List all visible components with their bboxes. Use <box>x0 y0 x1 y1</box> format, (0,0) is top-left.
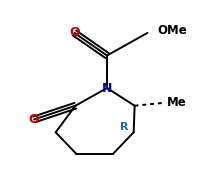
Text: O: O <box>29 113 39 126</box>
Text: OMe: OMe <box>157 24 187 37</box>
Text: O: O <box>69 26 80 39</box>
Text: R: R <box>120 122 128 132</box>
Text: N: N <box>102 81 112 95</box>
Text: Me: Me <box>167 96 187 109</box>
